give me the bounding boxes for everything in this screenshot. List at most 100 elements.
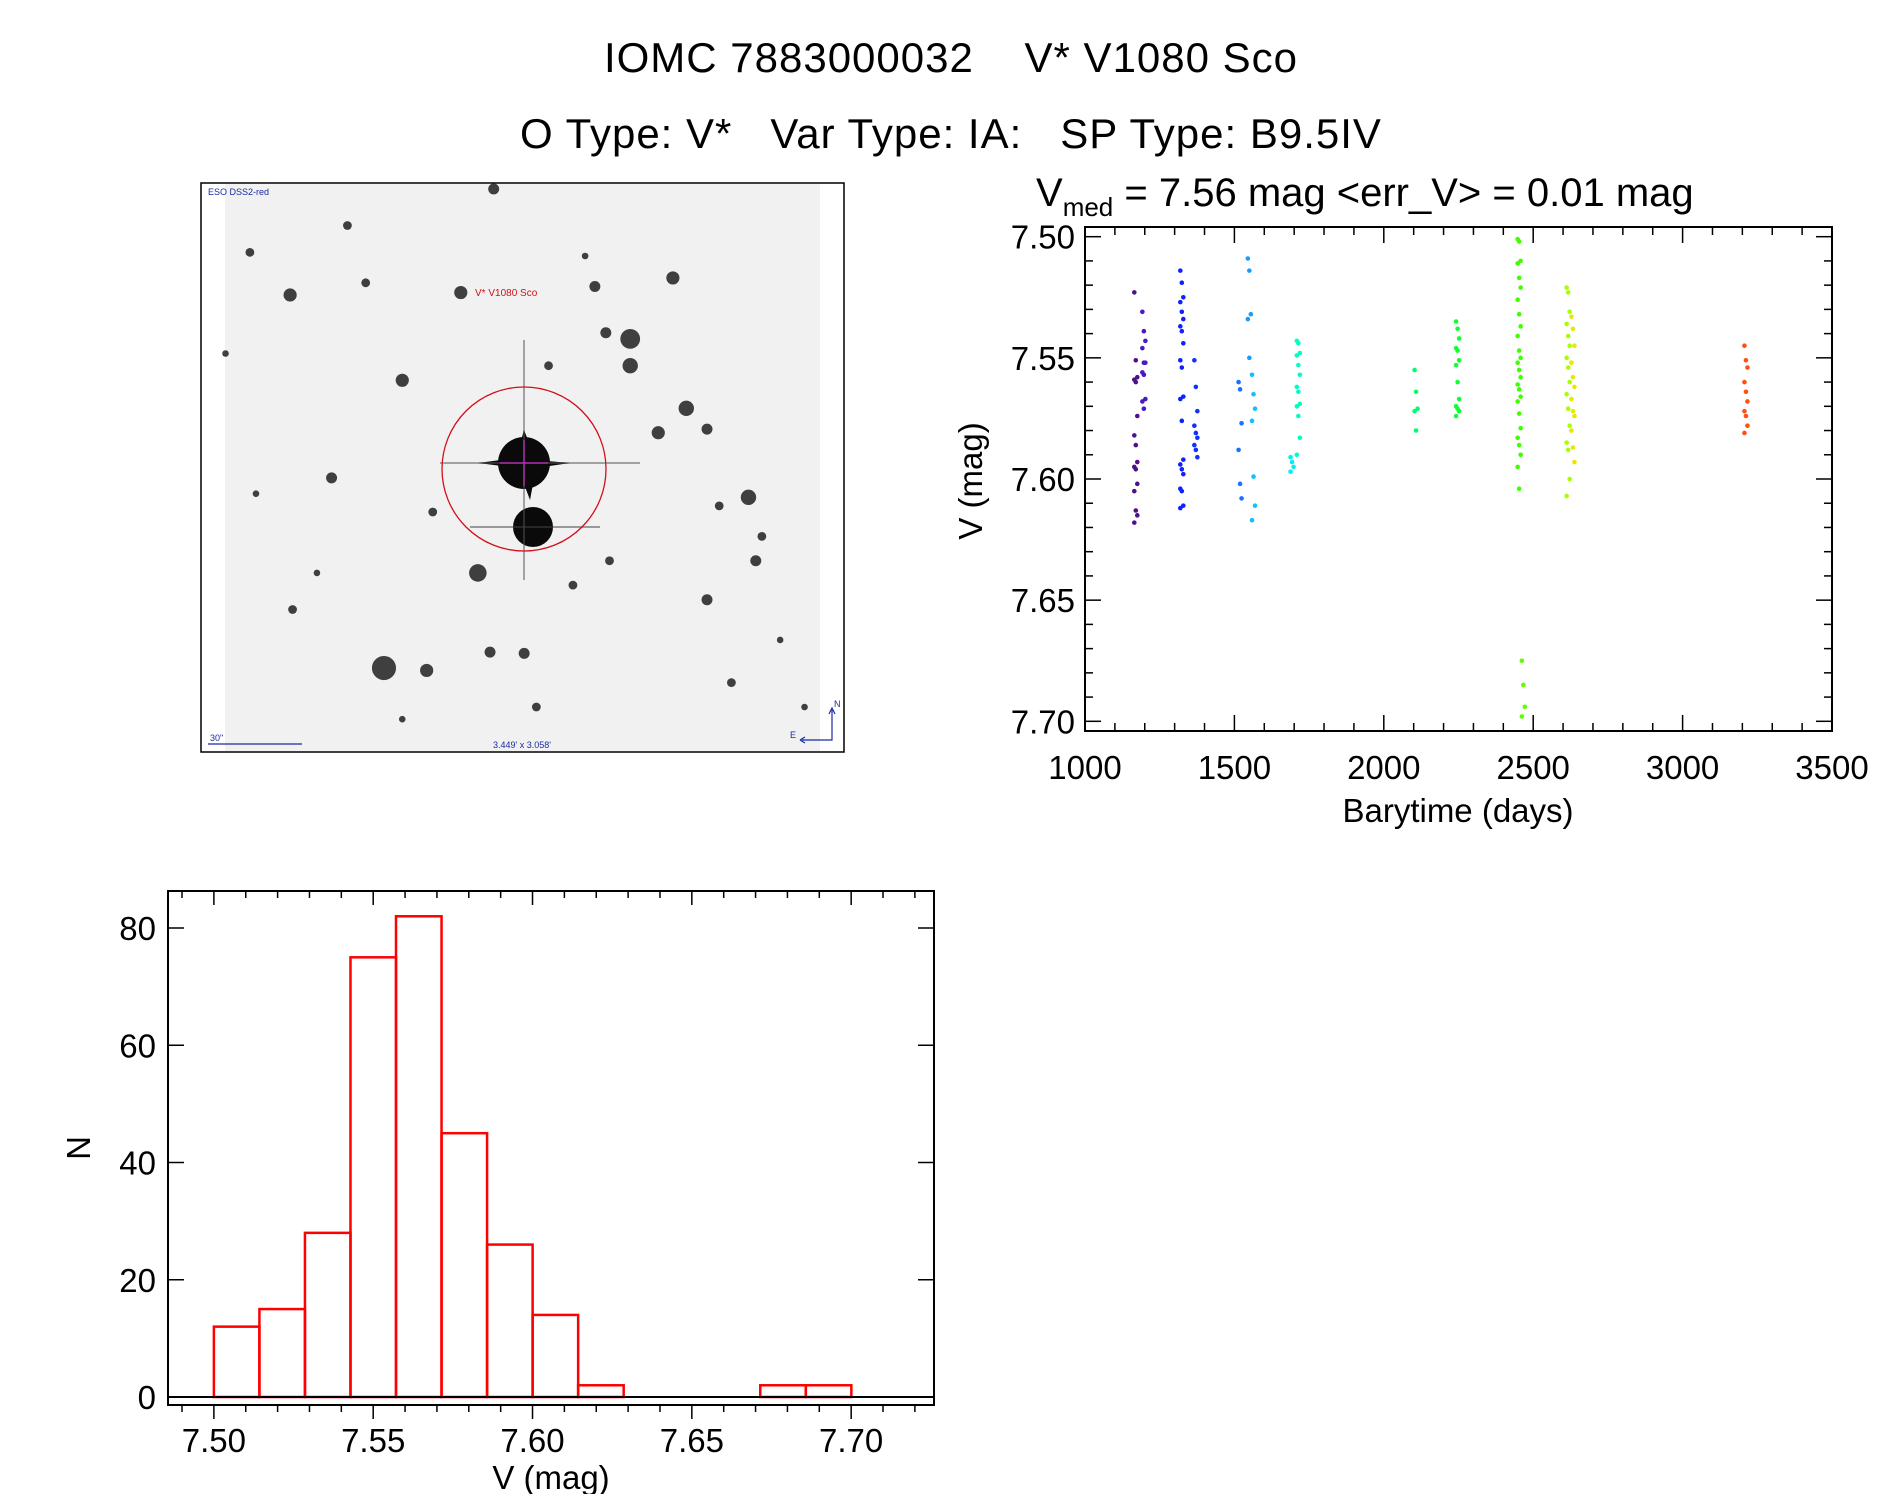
data-point [1143, 338, 1148, 344]
histogram-xlabel: V (mag) [492, 1459, 609, 1494]
data-point [1572, 343, 1577, 349]
data-point [1516, 311, 1522, 317]
data-point [1565, 406, 1571, 412]
x-tick-label: 2500 [1496, 749, 1569, 786]
y-tick-label: 7.55 [1011, 340, 1075, 377]
compass-north-label: N [834, 699, 841, 709]
data-point [1133, 508, 1139, 513]
data-point [1515, 464, 1520, 470]
star-icon [727, 678, 736, 688]
data-point [1567, 476, 1572, 482]
data-point [1181, 341, 1186, 346]
star-icon [531, 702, 541, 712]
data-point [1195, 435, 1200, 441]
star-icon [283, 288, 297, 302]
data-point [1141, 328, 1147, 334]
data-point [1193, 384, 1199, 390]
data-point [1297, 372, 1303, 378]
data-point [1567, 379, 1572, 385]
data-point [1412, 367, 1417, 373]
star-icon [245, 247, 255, 257]
star-icon [469, 564, 487, 582]
data-point [1236, 379, 1241, 385]
target-label: V* V1080 Sco [475, 288, 538, 299]
survey-label: ESO DSS2-red [208, 187, 269, 197]
data-point [1515, 261, 1520, 266]
data-point [1515, 333, 1520, 339]
data-point [1192, 357, 1197, 363]
x-tick-label: 7.55 [341, 1422, 405, 1459]
data-point [1179, 418, 1185, 424]
data-point [1570, 408, 1576, 414]
x-tick-label: 1500 [1198, 749, 1271, 786]
star-icon [454, 285, 468, 300]
data-point [1516, 348, 1522, 353]
data-point [1249, 372, 1255, 378]
histogram-bar [258, 1307, 307, 1399]
data-point [1178, 396, 1183, 402]
data-point [1296, 413, 1301, 419]
star-icon [484, 646, 496, 658]
data-point [1572, 459, 1577, 465]
data-point [1133, 442, 1139, 448]
data-point [1178, 357, 1183, 363]
star-icon [701, 423, 713, 435]
fov-label: 3.449' x 3.058' [493, 740, 551, 750]
data-point [1745, 423, 1750, 428]
histogram-bar [440, 1131, 489, 1399]
data-point [1296, 362, 1301, 368]
star-icon [740, 489, 757, 506]
data-point [1518, 374, 1523, 380]
y-tick-label: 80 [119, 910, 156, 947]
target-aperture-circle [441, 386, 607, 552]
data-point [1179, 280, 1185, 286]
star-icon [678, 400, 694, 417]
histogram-bar [485, 1243, 534, 1399]
data-point [1236, 447, 1241, 453]
star-icon [371, 655, 397, 681]
data-point [1745, 399, 1750, 404]
data-point [1140, 345, 1145, 351]
data-point [1515, 360, 1520, 365]
data-point [1456, 357, 1462, 363]
data-point [1569, 314, 1574, 319]
data-point [1564, 355, 1569, 361]
data-point [1519, 658, 1525, 664]
compass-east-label: E [790, 730, 796, 740]
data-point [1179, 365, 1185, 370]
data-point [1565, 333, 1571, 339]
histogram-bar [576, 1384, 625, 1399]
star-icon [714, 501, 724, 511]
data-point [1178, 505, 1183, 511]
data-point [1179, 309, 1185, 315]
data-point [1412, 408, 1417, 414]
star-icon [252, 490, 260, 497]
x-tick-label: 7.70 [819, 1422, 883, 1459]
data-point [1743, 413, 1749, 419]
sky-image-panel: ESO DSS2-red V* V1080 Sco 30" 3.449' x 3… [200, 182, 845, 753]
data-point [1456, 336, 1462, 341]
data-point [1296, 389, 1301, 395]
data-point [1237, 481, 1243, 487]
scale-label: 30" [210, 733, 223, 743]
data-point [1515, 382, 1520, 387]
star-icon [589, 280, 601, 292]
data-point [1516, 486, 1522, 491]
data-point [1251, 391, 1256, 397]
data-point [1515, 435, 1520, 441]
star-icon [326, 472, 338, 484]
data-point [1519, 714, 1525, 719]
x-tick-label: 7.65 [660, 1422, 724, 1459]
title-line-2: O Type: V* Var Type: IA: SP Type: B9.5IV [520, 110, 1382, 157]
data-point [1453, 413, 1459, 419]
data-point [1518, 285, 1523, 290]
light-curve-title: Vmed = 7.56 mag <err_V> = 0.01 mag [1036, 171, 1694, 222]
data-point [1141, 372, 1147, 378]
histogram-bar [531, 1313, 580, 1399]
star-icon [288, 605, 297, 614]
y-tick-label: 7.60 [1011, 461, 1075, 498]
data-point [1567, 309, 1572, 315]
y-tick-label: 0 [138, 1379, 156, 1416]
data-point [1569, 396, 1574, 402]
data-point [1515, 399, 1520, 404]
